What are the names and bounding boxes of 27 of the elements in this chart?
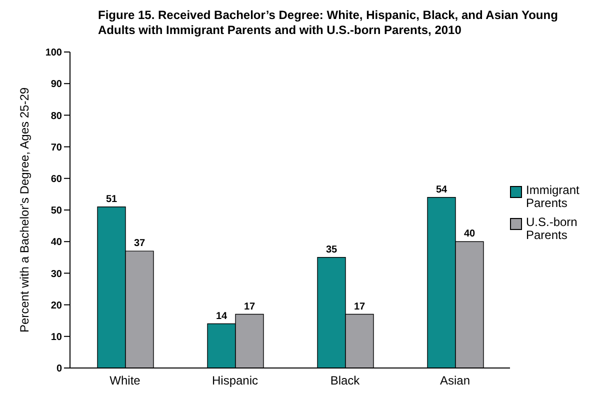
- chart-title: Figure 15. Received Bachelor’s Degree: White, Hispanic, Black, and Asian Young Adults with Immigrant Parents and with U.S.-born Parents, 2010: [98, 8, 559, 39]
- legend-label: U.S.-born Parents: [526, 215, 578, 242]
- data-label: 14: [216, 310, 228, 322]
- y-tick-label: 50: [50, 206, 62, 217]
- x-tick-label: Asian: [440, 374, 470, 388]
- y-tick-label: 30: [50, 268, 62, 280]
- data-label: 17: [354, 301, 366, 312]
- y-tick-label: 90: [50, 79, 62, 90]
- data-label: 54: [436, 184, 448, 196]
- x-tick-label: Hispanic: [212, 374, 258, 388]
- x-tick-label: White: [110, 374, 141, 388]
- y-tick-label: 60: [50, 174, 62, 185]
- y-tick-label: 20: [50, 300, 62, 312]
- data-label: 40: [464, 228, 476, 240]
- y-tick-label: 40: [50, 237, 62, 248]
- data-label: 35: [326, 244, 338, 256]
- y-tick-label: 10: [50, 332, 62, 343]
- y-tick-label: 100: [45, 48, 62, 59]
- y-tick-label: 80: [50, 110, 62, 122]
- y-tick-label: 70: [50, 142, 62, 154]
- legend-label: Immigrant Parents: [526, 183, 580, 210]
- x-tick-label: Black: [330, 374, 361, 388]
- data-label: 17: [244, 301, 256, 312]
- y-axis-title: Percent with a Bachelor's Degree, Ages 25-29: [17, 87, 32, 333]
- data-label: 51: [106, 194, 118, 205]
- y-tick-label: 0: [56, 364, 62, 375]
- data-label: 37: [134, 238, 146, 250]
